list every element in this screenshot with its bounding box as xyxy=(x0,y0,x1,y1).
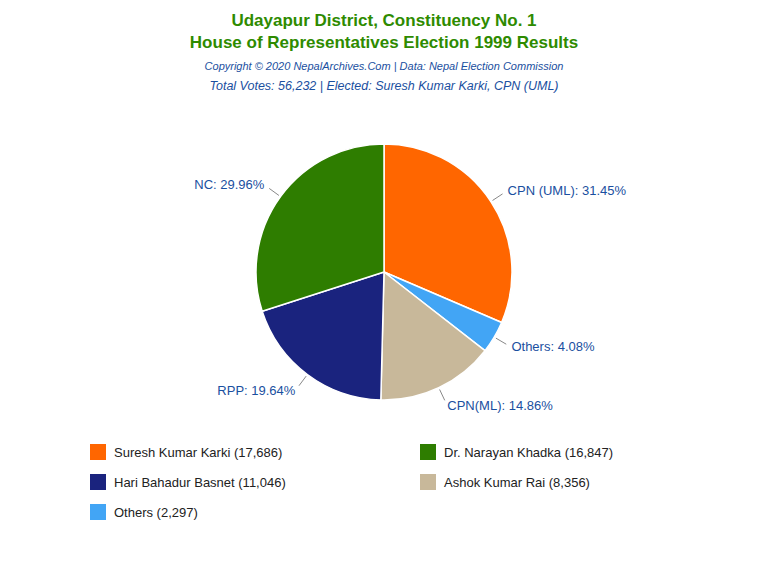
data-label-category: CPN(ML) xyxy=(447,398,501,413)
data-label-value: 29.96% xyxy=(220,177,265,192)
leader-line xyxy=(269,188,279,195)
leader-line xyxy=(440,390,445,401)
chart: Udayapur District, Constituency No. 1Hou… xyxy=(0,0,768,576)
leader-line xyxy=(496,338,506,344)
legend-swatch xyxy=(90,504,106,520)
background xyxy=(0,0,768,576)
leader-line xyxy=(493,194,503,201)
legend-label: Dr. Narayan Khadka (16,847) xyxy=(444,445,613,460)
data-label-value: 31.45% xyxy=(582,183,627,198)
legend-swatch xyxy=(90,474,106,490)
data-label: CPN(ML): 14.86% xyxy=(447,398,553,413)
leader-line xyxy=(299,376,306,386)
pie-slice xyxy=(256,144,384,311)
data-label-category: Others xyxy=(511,339,551,354)
legend: Suresh Kumar Karki (17,686) Hari Bahadur … xyxy=(90,444,613,520)
pie xyxy=(256,144,512,400)
title: Udayapur District, Constituency No. 1Hou… xyxy=(190,11,578,52)
data-label-value: 14.86% xyxy=(509,398,554,413)
data-label-category: CPN (UML) xyxy=(508,183,575,198)
annotation: Copyright © 2020 NepalArchives.Com | Dat… xyxy=(205,60,564,72)
data-label: CPN (UML): 31.45% xyxy=(508,183,627,198)
legend-swatch xyxy=(420,474,436,490)
legend-label: Hari Bahadur Basnet (11,046) xyxy=(114,475,286,490)
pie-slice xyxy=(381,272,485,400)
legend-swatch xyxy=(420,444,436,460)
subtitle: Total Votes: 56,232 | Elected: Suresh Ku… xyxy=(210,79,559,93)
data-label-category: NC xyxy=(194,177,213,192)
data-label-value: 4.08% xyxy=(558,339,595,354)
data-label: NC: 29.96% xyxy=(194,177,265,192)
data-label: Others: 4.08% xyxy=(511,339,595,354)
data-label-value: 19.64% xyxy=(251,383,296,398)
data-label: RPP: 19.64% xyxy=(217,383,296,398)
legend-label: Ashok Kumar Rai (8,356) xyxy=(444,475,590,490)
legend-label: Suresh Kumar Karki (17,686) xyxy=(114,445,282,460)
legend-swatch xyxy=(90,444,106,460)
legend-label: Others (2,297) xyxy=(114,505,198,520)
data-label-category: RPP xyxy=(217,383,244,398)
data-labels: CPN (UML): 31.45% Others: 4.08% CPN(ML): 1… xyxy=(194,177,626,413)
